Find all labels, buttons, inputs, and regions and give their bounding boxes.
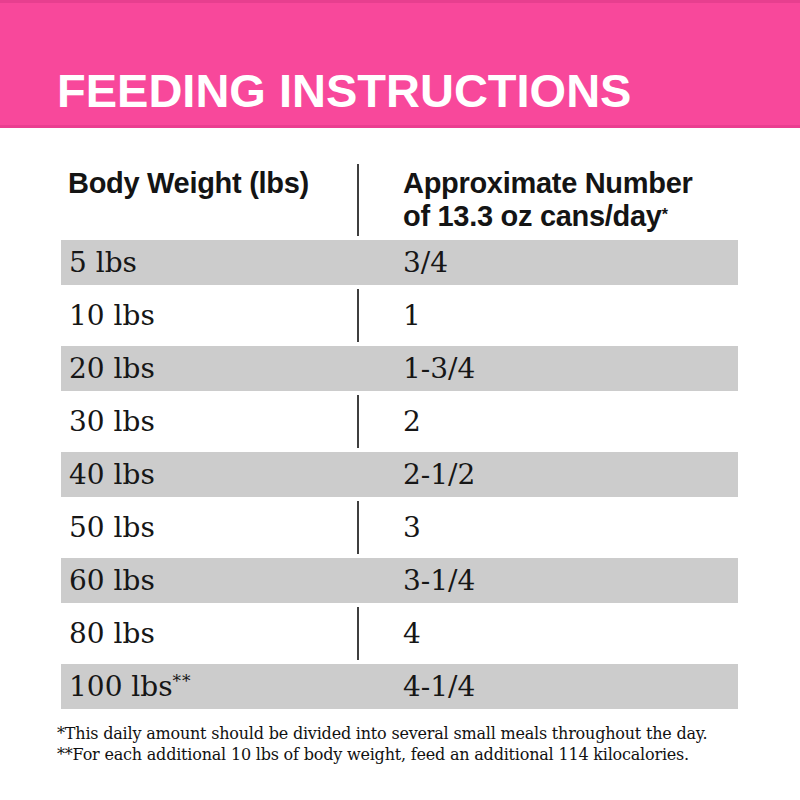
row-cans: 4 (403, 617, 738, 650)
row-weight-text: 50 lbs (69, 511, 155, 544)
row-cans: 2-1/2 (403, 458, 738, 491)
row-weight-cell: 40 lbs (61, 458, 403, 491)
row-weight-cell: 20 lbs (61, 352, 403, 385)
table-row: 60 lbs 3-1/4 (61, 554, 738, 607)
column-header-cans-per-day: Approximate Number of 13.3 oz cans/day* (403, 167, 693, 233)
table-row: 5 lbs 3/4 (61, 236, 738, 289)
table-row: 50 lbs 3 (61, 501, 738, 554)
row-weight-cell: 60 lbs (61, 564, 403, 597)
row-weight-cell: 10 lbs (61, 299, 403, 332)
table-row: 30 lbs 2 (61, 395, 738, 448)
row-weight-cell: 50 lbs (61, 511, 403, 544)
row-cans: 1-3/4 (403, 352, 738, 385)
row-cans: 2 (403, 405, 738, 438)
row-cans: 1 (403, 299, 738, 332)
row-weight-sup: ** (173, 671, 192, 691)
row-cans: 4-1/4 (403, 670, 738, 703)
row-weight-text: 5 lbs (69, 246, 137, 279)
feeding-instructions-banner: FEEDING INSTRUCTIONS (0, 0, 800, 128)
row-weight-text: 100 lbs (69, 670, 173, 703)
row-weight-cell: 100 lbs** (61, 670, 403, 703)
page-title: FEEDING INSTRUCTIONS (57, 67, 631, 114)
cans-header-asterisk: * (662, 206, 668, 223)
table-row: 20 lbs 1-3/4 (61, 342, 738, 395)
row-weight-cell: 80 lbs (61, 617, 403, 650)
row-weight-cell: 30 lbs (61, 405, 403, 438)
row-weight-text: 40 lbs (69, 458, 155, 491)
table-row: 40 lbs 2-1/2 (61, 448, 738, 501)
cans-header-line2: of 13.3 oz cans/day (403, 200, 662, 232)
row-cans: 3-1/4 (403, 564, 738, 597)
row-weight-text: 30 lbs (69, 405, 155, 438)
footnotes: *This daily amount should be divided int… (57, 723, 757, 765)
table-rows: 5 lbs 3/4 10 lbs 1 20 lbs 1-3/4 30 lbs 2… (61, 236, 738, 713)
table-row: 80 lbs 4 (61, 607, 738, 660)
row-weight-text: 20 lbs (69, 352, 155, 385)
footnote-daily-amount: *This daily amount should be divided int… (57, 723, 757, 744)
row-weight-text: 80 lbs (69, 617, 155, 650)
table-row: 10 lbs 1 (61, 289, 738, 342)
row-weight-text: 60 lbs (69, 564, 155, 597)
table-row: 100 lbs** 4-1/4 (61, 660, 738, 713)
row-weight-cell: 5 lbs (61, 246, 403, 279)
row-cans: 3 (403, 511, 738, 544)
row-cans: 3/4 (403, 246, 738, 279)
footnote-additional-weight: **For each additional 10 lbs of body wei… (57, 744, 757, 765)
row-weight-text: 10 lbs (69, 299, 155, 332)
cans-header-line1: Approximate Number (403, 167, 693, 199)
column-header-body-weight: Body Weight (lbs) (68, 167, 309, 200)
